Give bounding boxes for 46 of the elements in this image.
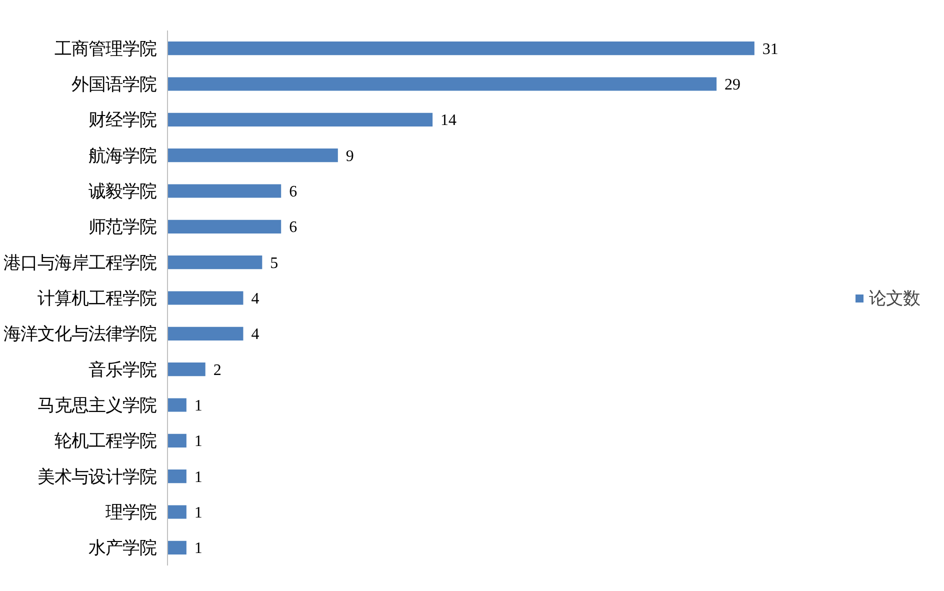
bar <box>168 291 244 305</box>
data-label: 1 <box>194 433 202 450</box>
bar <box>168 470 186 484</box>
data-label: 9 <box>346 148 354 165</box>
y-tick-label: 诚毅学院 <box>88 181 156 201</box>
bar <box>168 184 282 198</box>
y-tick-label: 外国语学院 <box>72 74 156 94</box>
bar <box>168 220 282 234</box>
data-label: 14 <box>440 112 457 130</box>
data-label: 4 <box>251 326 260 344</box>
data-label: 6 <box>289 184 298 200</box>
y-tick-label: 水产学院 <box>88 538 156 558</box>
y-tick-label: 航海学院 <box>88 145 156 166</box>
y-tick-label: 师范学院 <box>88 216 156 237</box>
data-label: 2 <box>213 362 222 379</box>
data-label: 6 <box>289 219 298 236</box>
y-tick-label: 工商管理学院 <box>54 38 156 58</box>
y-tick-label: 美术与设计学院 <box>38 466 156 486</box>
legend-label: 论文数 <box>869 286 920 310</box>
y-tick-label: 马克思主义学院 <box>38 395 156 415</box>
bar <box>168 434 186 448</box>
y-tick-label: 理学院 <box>106 502 156 522</box>
bar <box>168 540 186 554</box>
bar <box>168 77 717 91</box>
data-label: 1 <box>194 398 202 414</box>
data-label: 31 <box>762 40 778 58</box>
y-tick-label: 港口与海岸工程学院 <box>4 252 156 272</box>
bar <box>168 256 262 270</box>
bar <box>168 112 433 126</box>
bar <box>168 326 244 340</box>
data-label: 1 <box>194 540 202 558</box>
bar <box>168 362 206 376</box>
bar <box>168 398 186 412</box>
y-tick-label: 轮机工程学院 <box>54 430 156 451</box>
y-tick-label: 海洋文化与法律学院 <box>4 324 156 344</box>
bar <box>168 42 754 56</box>
data-label: 1 <box>194 504 202 522</box>
data-label: 29 <box>724 76 741 94</box>
data-label: 1 <box>194 468 202 486</box>
y-tick-label: 财经学院 <box>88 110 156 130</box>
data-label: 4 <box>251 290 260 308</box>
bar <box>168 148 338 162</box>
bar <box>168 505 186 519</box>
y-tick-label: 计算机工程学院 <box>38 288 156 308</box>
data-label: 5 <box>270 254 278 272</box>
y-tick-label: 音乐学院 <box>88 359 156 380</box>
